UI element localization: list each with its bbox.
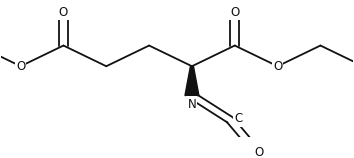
- Text: N: N: [188, 98, 196, 111]
- Text: O: O: [59, 6, 68, 19]
- Polygon shape: [185, 66, 199, 96]
- Text: O: O: [254, 146, 263, 158]
- Text: O: O: [273, 60, 282, 73]
- Text: O: O: [16, 60, 25, 73]
- Text: O: O: [230, 6, 239, 19]
- Text: C: C: [235, 112, 243, 125]
